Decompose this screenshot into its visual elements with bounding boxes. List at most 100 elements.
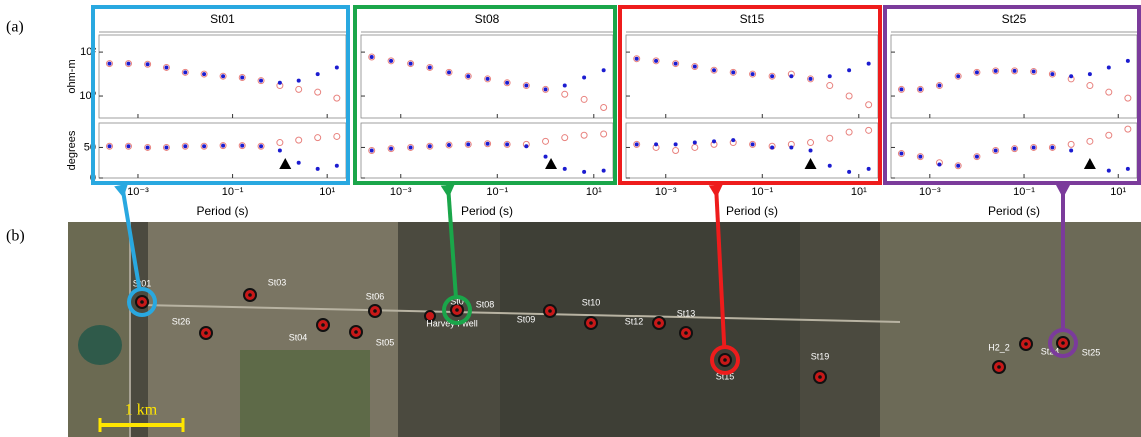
data-point [1048, 143, 1056, 151]
data-point [1087, 72, 1092, 77]
data-point [181, 68, 189, 76]
triangle-marker [804, 158, 817, 169]
data-point [1106, 65, 1111, 70]
data-point [162, 63, 170, 71]
data-point [634, 56, 639, 61]
data-point [107, 144, 112, 149]
data-point [145, 145, 150, 150]
data-point [1012, 68, 1017, 73]
data-point [580, 95, 588, 103]
chart-title: St25 [1002, 12, 1027, 26]
station-label: St0 [450, 296, 464, 306]
data-point [295, 136, 303, 144]
data-point [314, 134, 322, 142]
plot-area [98, 122, 347, 179]
data-point [845, 128, 853, 136]
road [141, 304, 901, 323]
data-point [333, 132, 341, 140]
data-point [105, 142, 113, 150]
data-point [542, 137, 550, 145]
data-point [238, 142, 246, 150]
data-point [124, 142, 132, 150]
data-point [484, 75, 492, 83]
data-point [445, 68, 453, 76]
data-point [1124, 94, 1132, 102]
data-point [750, 142, 755, 147]
data-point [731, 70, 736, 75]
scale-label: 1 km [125, 402, 158, 419]
data-point [973, 68, 981, 76]
chart-title: St01 [210, 12, 235, 26]
data-point [1086, 137, 1094, 145]
data-point [522, 82, 530, 90]
data-point [562, 83, 567, 88]
terrain [500, 222, 800, 437]
data-point [956, 74, 961, 79]
plot-area [625, 122, 879, 179]
data-point [503, 140, 511, 148]
data-point [334, 163, 339, 168]
panel-frame [91, 5, 350, 185]
x-tick-label: 10⁻¹ [486, 186, 508, 198]
data-point [107, 61, 112, 66]
data-point [827, 74, 832, 79]
data-point [277, 80, 282, 85]
x-tick-label: 10¹ [1110, 186, 1126, 198]
data-point [845, 92, 853, 100]
data-point [464, 72, 472, 80]
x-axis-label: Period (s) [461, 204, 513, 218]
data-point [729, 68, 737, 76]
data-point [368, 147, 376, 154]
data-point [731, 138, 736, 143]
data-point [749, 70, 757, 78]
data-point [276, 139, 284, 147]
data-point [634, 142, 639, 147]
x-axis-label: Period (s) [988, 204, 1040, 218]
data-point [710, 66, 718, 74]
data-point [1105, 131, 1113, 139]
data-point [315, 72, 320, 77]
y-axis-label: ohm-m [66, 59, 78, 93]
x-tick-label: 10⁻¹ [222, 186, 244, 198]
station-label: St01 [133, 278, 152, 288]
data-point [654, 142, 659, 147]
data-point [712, 68, 717, 73]
data-point [826, 82, 834, 90]
data-point [333, 94, 341, 102]
field [880, 222, 1141, 437]
link-arrow [120, 184, 142, 289]
data-point [1050, 145, 1055, 150]
data-point [447, 143, 452, 147]
data-point [956, 163, 961, 168]
data-point [387, 145, 395, 153]
data-point [770, 145, 775, 150]
data-point [408, 145, 413, 150]
x-tick-label: 10⁻³ [919, 186, 941, 198]
data-point [993, 148, 998, 153]
data-point [219, 72, 227, 80]
data-point [827, 163, 832, 168]
data-point [1030, 68, 1038, 76]
data-point [601, 168, 606, 173]
data-point [314, 88, 322, 96]
data-point [389, 58, 394, 63]
chart-title: St08 [475, 12, 500, 26]
data-point [407, 60, 415, 68]
data-point [1067, 140, 1075, 148]
data-point [974, 154, 979, 159]
data-point [277, 148, 282, 153]
station-dot [1024, 342, 1028, 346]
y-axis-label: degrees [66, 130, 78, 170]
x-tick-label: 10⁻³ [127, 186, 149, 198]
station-dot [204, 331, 208, 335]
data-point [369, 148, 374, 153]
data-point [334, 65, 339, 70]
data-point [257, 142, 265, 150]
data-point [954, 162, 962, 170]
station-dot [455, 308, 459, 312]
data-point [202, 72, 207, 77]
data-point [673, 142, 678, 147]
data-point [1031, 69, 1036, 74]
data-point [543, 87, 548, 92]
data-point [296, 78, 301, 83]
